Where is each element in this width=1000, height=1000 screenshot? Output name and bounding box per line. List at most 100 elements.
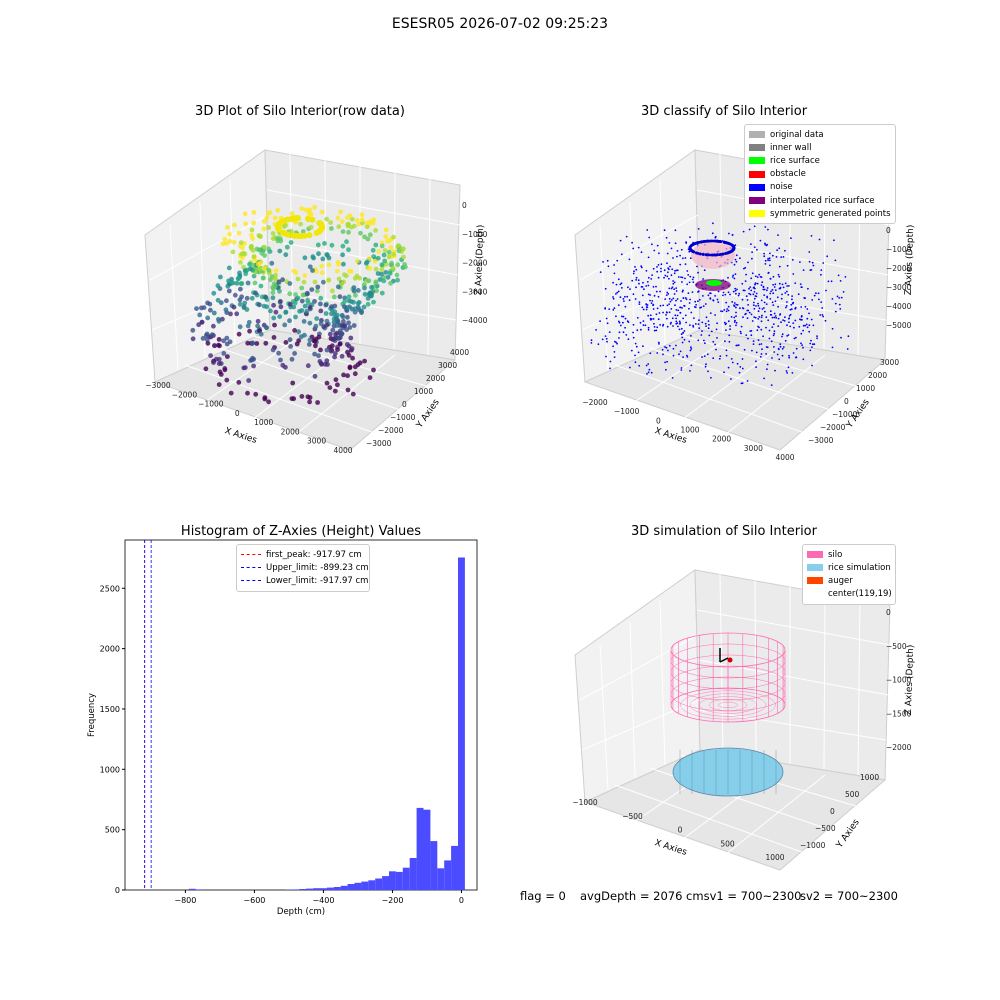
noise-point (763, 307, 765, 309)
noise-point (647, 293, 650, 296)
grid-line (614, 784, 811, 856)
data-point (307, 264, 313, 270)
noise-point (712, 357, 715, 360)
noise-point (731, 276, 734, 278)
noise-point (650, 302, 653, 304)
data-point (237, 324, 243, 330)
grid-line (184, 364, 381, 436)
data-point (367, 375, 373, 380)
legend-swatch (807, 577, 823, 585)
data-point (216, 318, 222, 324)
noise-point (675, 317, 677, 320)
noise-point (821, 307, 824, 309)
data-point (355, 288, 361, 293)
z-tick-label: −2000 (462, 259, 488, 268)
grid-line (266, 189, 461, 226)
noise-point (844, 276, 847, 278)
noise-point (635, 345, 638, 348)
data-point (319, 263, 325, 269)
data-point (234, 280, 240, 286)
noise-point (742, 289, 745, 292)
noise-point (637, 246, 640, 249)
noise-point (681, 276, 684, 279)
noise-point (752, 340, 755, 342)
noise-point (646, 373, 648, 375)
data-point (318, 301, 323, 307)
data-point (370, 247, 376, 253)
data-point (272, 283, 278, 289)
noise-point (820, 301, 823, 303)
noise-point (794, 307, 797, 310)
noise-point (807, 287, 809, 290)
noise-point (792, 273, 795, 275)
data-point (346, 294, 352, 300)
histogram-bar (375, 878, 383, 890)
noise-point (685, 321, 687, 324)
noise-point (779, 313, 782, 315)
x-tick-label: −2000 (582, 398, 608, 407)
noise-point (673, 272, 676, 275)
data-point (374, 288, 379, 294)
data-point (261, 303, 267, 309)
data-point (308, 224, 314, 230)
data-point (314, 288, 320, 294)
data-point (339, 353, 345, 359)
data-point (299, 308, 305, 313)
noise-point (658, 312, 661, 314)
noise-ring-point (727, 251, 731, 254)
noise-point (763, 255, 766, 258)
noise-point (816, 335, 818, 337)
data-point (353, 292, 358, 298)
noise-point (629, 288, 631, 290)
noise-point (784, 339, 787, 342)
grid-line (427, 178, 431, 356)
data-point (247, 328, 252, 334)
noise-point (697, 323, 700, 326)
noise-point (666, 291, 669, 294)
data-point (371, 367, 376, 373)
noise-point (657, 295, 660, 298)
data-point (251, 273, 257, 279)
noise-point (735, 292, 737, 295)
noise-point (662, 304, 665, 307)
data-point (218, 274, 223, 280)
data-point (318, 321, 324, 327)
data-point (248, 266, 253, 272)
data-point (330, 327, 336, 333)
noise-point (678, 328, 681, 331)
noise-point (678, 353, 680, 356)
noise-point (720, 310, 722, 312)
noise-point (734, 258, 737, 261)
noise-point (780, 297, 783, 300)
data-point (362, 358, 367, 364)
noise-point (655, 329, 658, 332)
noise-point (680, 300, 682, 302)
data-point (289, 356, 295, 362)
data-point (312, 373, 318, 379)
noise-point (622, 331, 625, 334)
noise-point (601, 338, 604, 341)
noise-point (777, 273, 780, 276)
data-point (211, 323, 216, 329)
data-point (272, 322, 277, 328)
noise-point (683, 305, 686, 307)
data-point (196, 322, 202, 328)
noise-point (656, 326, 659, 329)
noise-point (778, 348, 780, 351)
panel4-3d-plot: −1000−5000500100010005000−500−10000−500−… (572, 569, 916, 871)
data-point (272, 276, 278, 281)
noise-point (707, 327, 710, 330)
noise-point (834, 310, 837, 313)
noise-ring-point (722, 240, 726, 244)
data-point (305, 215, 311, 222)
data-point (197, 312, 203, 318)
data-point (327, 331, 333, 337)
panel3-title: Histogram of Z-Axies (Height) Values (180, 524, 422, 539)
y-tick-label: −1000 (390, 413, 416, 422)
data-point (321, 279, 326, 285)
noise-point (616, 259, 619, 262)
noise-point (770, 290, 772, 293)
data-point (335, 215, 341, 221)
noise-point (672, 282, 675, 285)
noise-point (734, 287, 737, 290)
